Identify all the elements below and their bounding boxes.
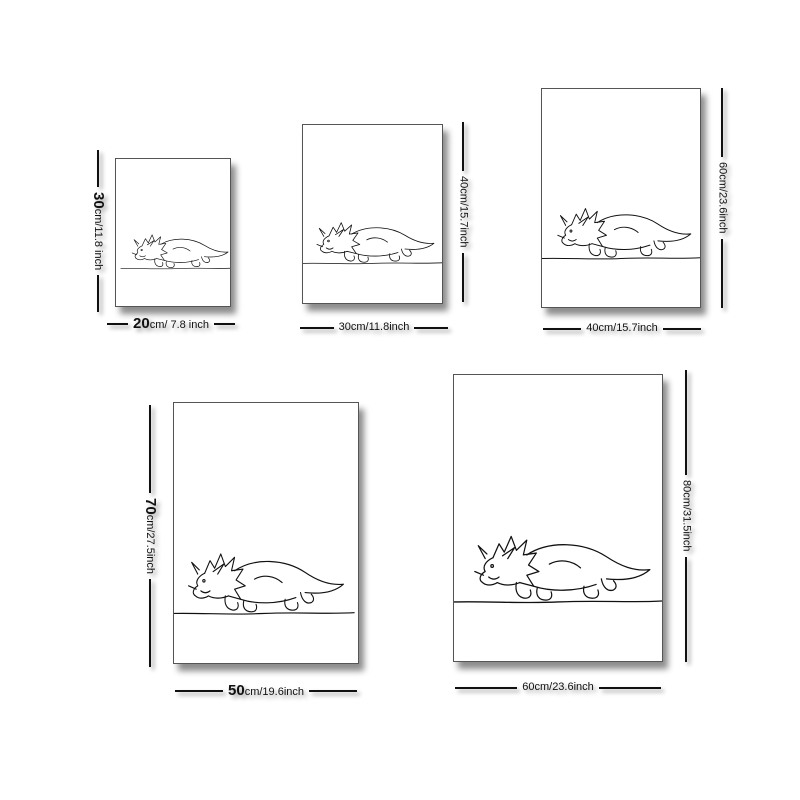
height-unit: cm/11.8 inch [92, 208, 104, 271]
height-label: 60cm/23.6inch [716, 162, 729, 234]
dimension-line [721, 88, 723, 158]
dimension-line [685, 370, 687, 476]
width-dimension-50x70: 50cm/19.6inch [175, 683, 357, 699]
height-dimension-30x40: 40cm/15.7inch [453, 122, 473, 303]
width-label: 60cm/23.6inch [522, 681, 594, 693]
dimension-line [149, 579, 151, 667]
triceratops-line-drawing [120, 234, 230, 270]
height-dimension-20x30: 30cm/11.8 inch [88, 150, 108, 312]
dimension-line [97, 275, 99, 312]
height-label: 80cm/31.5inch [680, 480, 693, 552]
height-number: 30 [90, 191, 107, 209]
width-number: 50 [228, 682, 245, 699]
frame-50x70 [173, 402, 359, 664]
dimension-line [300, 326, 334, 329]
width-unit: cm/ 7.8 inch [149, 319, 209, 331]
height-number: 70 [142, 498, 159, 515]
width-label: 30cm/11.8inch [338, 321, 410, 333]
width-label: 50cm/19.6inch [223, 683, 309, 699]
width-dimension-30x40: 30cm/11.8inch [300, 321, 449, 333]
triceratops-line-drawing [303, 222, 442, 265]
dimension-line [462, 122, 464, 172]
frame-30x40 [302, 124, 443, 304]
dimension-line [107, 323, 128, 325]
height-dimension-50x70: 70cm/27.5inch [140, 405, 160, 667]
height-label: 40cm/15.7inch [457, 176, 470, 248]
dimension-line [149, 405, 151, 493]
dimension-line [721, 238, 723, 309]
height-label: 70cm/27.5inch [142, 493, 159, 579]
triceratops-line-drawing [174, 553, 355, 615]
dimension-line [97, 150, 99, 187]
triceratops-line-drawing [542, 208, 700, 260]
height-unit: cm/27.5inch [144, 514, 156, 574]
triceratops-line-drawing [454, 535, 662, 604]
height-dimension-40x60: 60cm/23.6inch [712, 88, 732, 309]
height-dimension-60x80: 80cm/31.5inch [676, 370, 696, 663]
width-dimension-40x60: 40cm/15.7inch [543, 322, 702, 334]
width-dimension-20x30: 20cm/ 7.8 inch [107, 316, 235, 332]
dimension-line [309, 690, 357, 692]
dimension-line [543, 327, 582, 330]
width-label: 40cm/15.7inch [586, 322, 658, 334]
frame-60x80 [453, 374, 663, 662]
width-unit: cm/19.6inch [244, 686, 304, 698]
frame-20x30 [115, 158, 231, 307]
width-number: 20 [133, 315, 150, 332]
dimension-line [462, 252, 464, 303]
dimension-line [455, 686, 518, 689]
height-label: 30cm/11.8 inch [90, 187, 107, 275]
frame-40x60 [541, 88, 701, 308]
width-label: 20cm/ 7.8 inch [128, 316, 214, 332]
dimension-line [214, 323, 235, 325]
dimension-line [685, 556, 687, 663]
dimension-line [175, 690, 223, 692]
dimension-line [598, 686, 662, 689]
width-dimension-60x80: 60cm/23.6inch [455, 681, 662, 693]
dimension-line [662, 327, 702, 330]
dimension-line [414, 326, 449, 329]
